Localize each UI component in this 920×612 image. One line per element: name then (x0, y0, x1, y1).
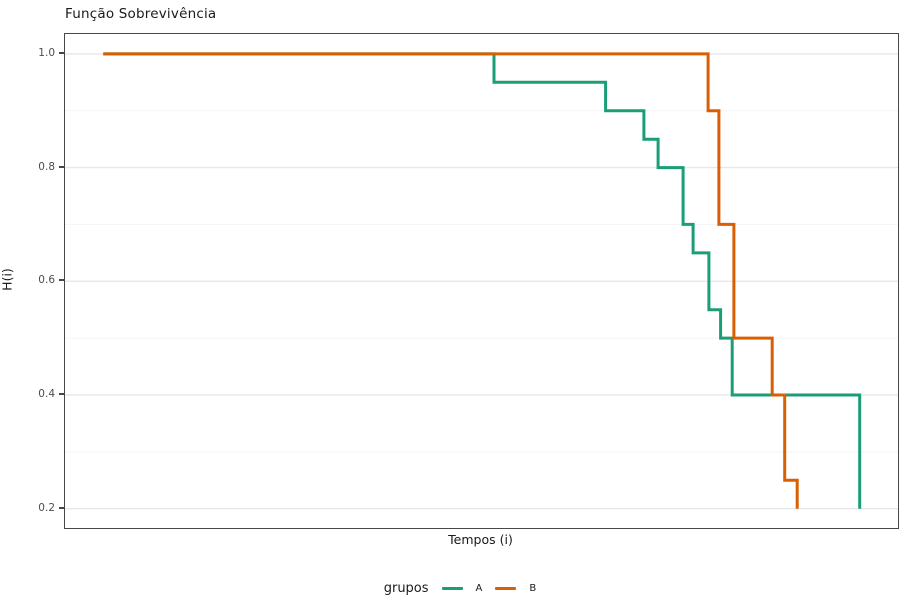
legend: grupos A B (0, 577, 920, 599)
legend-item-a: A (441, 582, 483, 594)
y-tick-label: 0.4 (38, 387, 55, 400)
legend-label-b: B (529, 582, 537, 594)
y-tick-label: 0.6 (38, 274, 55, 287)
legend-label-a: A (475, 582, 483, 594)
y-tick-mark (59, 392, 64, 395)
y-tick-label: 0.2 (38, 501, 55, 514)
legend-swatch-a (441, 586, 463, 590)
y-tick-mark (59, 506, 64, 509)
y-tick-mark (59, 51, 64, 54)
y-tick-mark (59, 279, 64, 282)
y-tick-label: 0.8 (38, 160, 55, 173)
legend-item-b: B (495, 583, 536, 594)
y-tick-label: 1.0 (38, 46, 55, 59)
plot-area (65, 52, 898, 510)
legend-swatch-b (495, 586, 517, 590)
x-axis-label: Tempos (i) (448, 532, 513, 547)
series-a-step-line (103, 52, 862, 509)
plot-panel (64, 33, 899, 529)
y-tick-mark (59, 165, 64, 168)
chart-title: Função Sobrevivência (65, 6, 217, 22)
series-b-step-line (103, 52, 799, 509)
legend-title: grupos (383, 580, 429, 596)
